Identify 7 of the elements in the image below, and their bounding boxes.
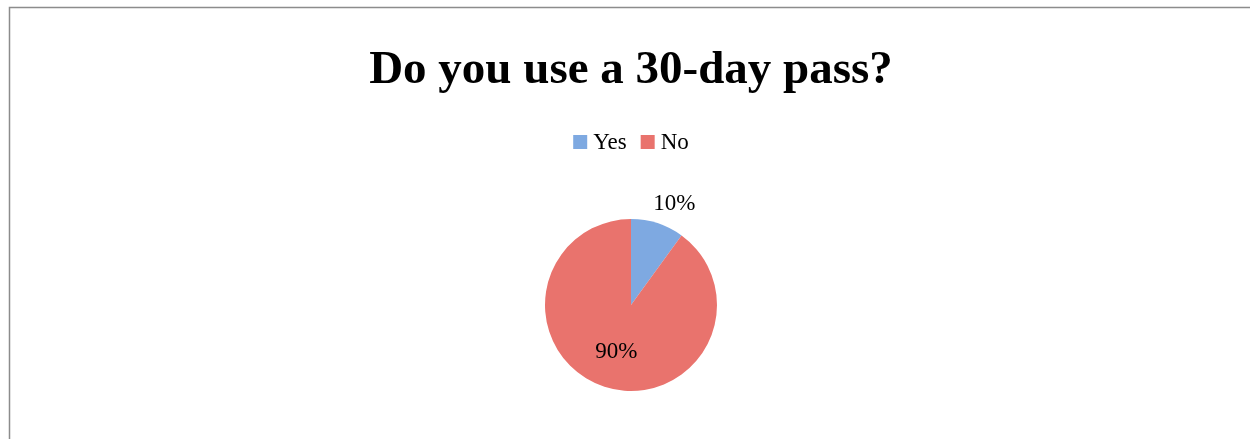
legend-label: Yes <box>593 129 627 154</box>
data-label: 90% <box>595 337 638 363</box>
pie-slice <box>631 219 682 305</box>
chart-title: Do you use a 30-day pass? <box>369 41 893 93</box>
legend-label: No <box>660 129 689 154</box>
data-label: 10% <box>653 190 696 216</box>
pie-slice <box>545 219 717 391</box>
